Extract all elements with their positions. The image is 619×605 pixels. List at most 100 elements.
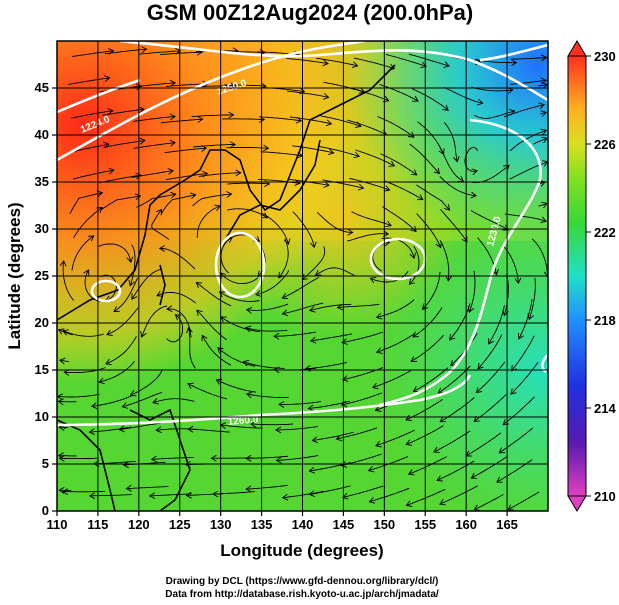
streamline-1	[68, 77, 110, 85]
streamline-arrow-154	[416, 194, 424, 201]
streamline-200	[470, 210, 509, 231]
streamline-207	[433, 430, 471, 453]
streamline-104	[212, 491, 255, 495]
streamline-133	[276, 455, 319, 461]
x-tick-label-155: 155	[414, 517, 436, 532]
streamline-187	[422, 272, 441, 310]
contour-cyclone-3	[90, 279, 122, 303]
streamline-arrow-63	[229, 141, 237, 148]
streamline-arrow-59	[125, 484, 132, 492]
streamline-arrow-100	[217, 347, 224, 354]
streamline-92	[259, 116, 302, 122]
streamline-arrow-194	[405, 500, 413, 507]
streamline-arrow-24	[62, 329, 69, 336]
streamline-arrow-174	[375, 347, 383, 354]
streamline-52	[131, 269, 161, 300]
streamline-arrow-109	[323, 181, 330, 188]
streamline-arrow-103	[210, 454, 217, 462]
streamline-arrow-234	[510, 365, 518, 372]
x-tick-label-125: 125	[169, 517, 191, 532]
streamline-arrow-237	[498, 447, 506, 454]
streamline-arrow-114	[244, 325, 252, 333]
colorbar-gradient	[567, 55, 587, 497]
streamline-65	[192, 193, 232, 207]
streamline-51	[151, 209, 170, 240]
streamline-arrow-179	[368, 497, 376, 504]
streamline-137	[347, 119, 387, 136]
streamline-arrow-65	[226, 191, 233, 198]
streamline-123	[318, 145, 360, 157]
streamline-156	[381, 237, 415, 259]
streamline-74	[149, 493, 192, 497]
streamline-arrow-224	[473, 504, 481, 511]
y-axis: 0 5 10 15 20 25 30 35 40 45	[35, 80, 57, 518]
streamline-26	[57, 393, 100, 398]
streamline-106	[287, 90, 329, 98]
y-axis-title: Latitude (degrees)	[5, 202, 24, 349]
x-tick-label-130: 130	[210, 517, 232, 532]
streamline-arrow-17	[138, 106, 145, 114]
streamline-36	[129, 244, 136, 286]
y-tick-label-30: 30	[35, 221, 49, 236]
streamline-150	[385, 53, 427, 67]
streamline-118	[246, 455, 289, 459]
streamline-arrow-147	[311, 436, 318, 444]
streamline-arrow-23	[83, 269, 90, 276]
coastline-japan	[224, 139, 321, 241]
colorbar-tick-label-218: 218	[594, 313, 616, 328]
streamline-arrow-165	[443, 61, 450, 68]
streamline-arrow-15	[141, 46, 148, 53]
streamline-107	[289, 116, 332, 125]
streamline-165	[408, 53, 450, 67]
streamline-186	[439, 240, 450, 281]
streamline-arrow-199	[503, 164, 510, 171]
streamline-213	[509, 129, 547, 152]
streamline-arrow-206	[439, 416, 446, 423]
streamline-173	[376, 299, 415, 318]
streamline-28	[59, 457, 99, 460]
colorbar: 210 214 218 222 226 230	[567, 40, 616, 512]
streamline-arrow-78	[262, 144, 270, 152]
streamline-arrow-171	[408, 278, 416, 285]
streamline-169	[416, 184, 450, 211]
streamline-arrow-187	[421, 303, 429, 310]
streamline-37	[113, 277, 139, 312]
contour-label-3: 1260.0	[227, 414, 259, 428]
streamline-arrow-66	[214, 204, 221, 211]
streamline-arrow-155	[410, 225, 417, 233]
streamline-arrow-162	[335, 434, 343, 442]
streamline-arrow-20	[134, 193, 142, 201]
streamline-77	[222, 118, 265, 121]
streamline-arrow-185	[461, 235, 468, 243]
streamline-142	[315, 267, 355, 276]
streamline-20	[101, 195, 141, 210]
streamline-arrow-47	[197, 116, 204, 123]
streamline-50	[160, 194, 196, 215]
streamline-arrow-172	[369, 276, 377, 284]
streamline-158	[337, 303, 380, 309]
streamline-arrow-148	[308, 466, 315, 474]
streamline-110	[292, 211, 315, 248]
streamline-arrow-4	[108, 167, 115, 175]
streamline-arrow-215	[540, 216, 547, 224]
streamline-147	[312, 431, 354, 441]
x-tick-label-110: 110	[47, 517, 68, 532]
streamline-35	[136, 193, 176, 208]
x-axis-title: Longitude (degrees)	[220, 541, 383, 560]
coastline-indochina	[57, 419, 116, 511]
streamline-189	[410, 334, 444, 362]
contour-line-7	[541, 354, 548, 374]
streamline-117	[250, 423, 294, 426]
streamline-102	[220, 424, 263, 429]
streamline-33	[133, 142, 176, 149]
streamline-234	[511, 335, 535, 372]
streamline-arrow-131	[278, 401, 285, 408]
streamline-114	[245, 327, 288, 332]
streamline-arrow-74	[148, 492, 156, 499]
streamline-arrow-50	[190, 192, 197, 200]
colorbar-top-arrow	[567, 40, 587, 57]
streamline-arrow-32	[169, 113, 176, 121]
streamline-227	[540, 111, 547, 115]
y-tick-label-0: 0	[42, 503, 49, 518]
streamline-arrow-36	[128, 279, 135, 287]
